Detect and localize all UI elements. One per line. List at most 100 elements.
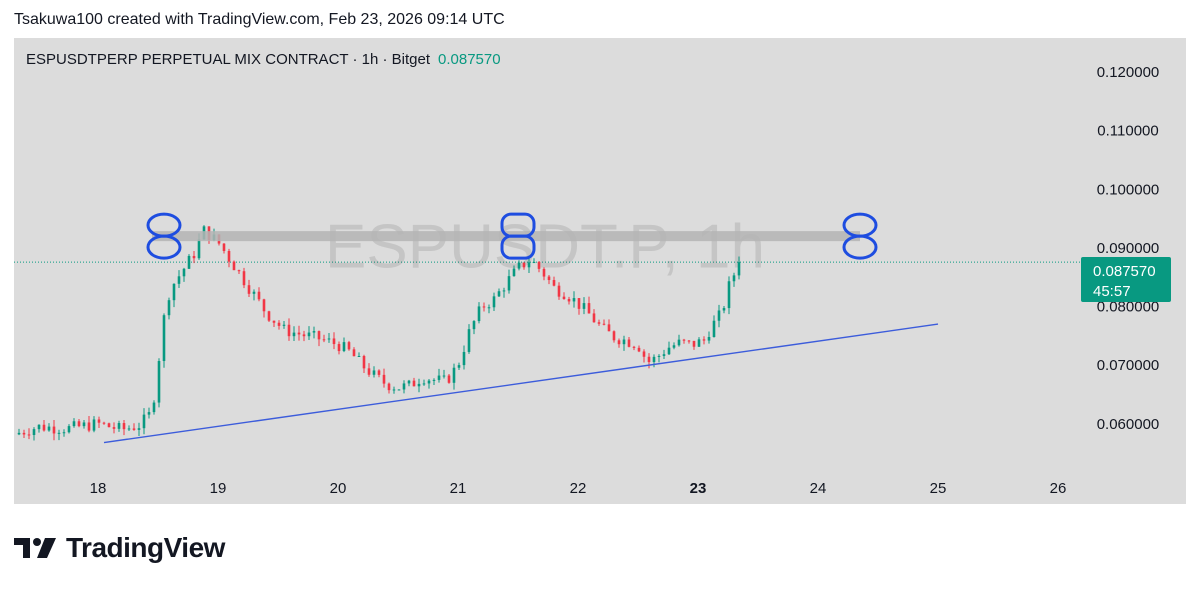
candle-body [642, 351, 646, 357]
last-price-badge: 0.087570 45:57 [1081, 257, 1171, 302]
candle-body [297, 332, 301, 335]
price-axis-tick-label: 0.110000 [1097, 123, 1158, 140]
candle-body [507, 276, 511, 291]
candle-body [487, 307, 491, 309]
candle-body [92, 419, 96, 431]
candle-body [687, 340, 691, 342]
candle-body [107, 423, 111, 428]
candle-body [102, 422, 106, 424]
candle-body [427, 380, 431, 384]
candle-body [477, 306, 481, 322]
title-last-price: 0.087570 [438, 51, 501, 68]
candle-body [287, 324, 291, 337]
candle-body [702, 339, 706, 341]
price-axis-tick-label: 0.090000 [1097, 240, 1160, 257]
symbol-description: ESPUSDTPERP PERPETUAL MIX CONTRACT · 1h … [26, 51, 430, 68]
candle-body [492, 296, 496, 308]
chart-title: ESPUSDTPERP PERPETUAL MIX CONTRACT · 1h … [26, 51, 501, 68]
candle-body [482, 306, 486, 308]
candle-body [162, 315, 166, 362]
candle-body [547, 276, 551, 281]
candle-body [112, 427, 116, 429]
candle-body [387, 383, 391, 391]
candle-body [682, 339, 686, 341]
candle-body [127, 428, 131, 430]
candle-body [37, 424, 41, 430]
candle-body [672, 345, 676, 348]
candle-body [317, 331, 321, 340]
candle-body [227, 250, 231, 262]
candle-body [562, 296, 566, 300]
candle-body [222, 243, 226, 251]
time-axis-tick-label: 20 [330, 480, 347, 497]
candle-body [167, 300, 171, 316]
candle-body [437, 375, 441, 380]
candle-body [322, 339, 326, 341]
candle-body [527, 262, 531, 268]
support-trendline [103, 323, 939, 444]
candle-body [447, 375, 451, 383]
candle-body [132, 428, 136, 430]
time-axis-tick-label: 19 [210, 480, 227, 497]
candle-body [737, 262, 741, 276]
candle-body [307, 332, 311, 337]
candle-body [42, 424, 46, 431]
candle-body [272, 320, 276, 323]
last-price-badge-price: 0.087570 [1093, 263, 1156, 280]
candle-body [712, 320, 716, 337]
candle-body [82, 422, 86, 427]
candle-body [697, 339, 701, 347]
marker-eight-bottom [146, 234, 182, 260]
candle-body [622, 339, 626, 345]
candle-body [592, 313, 596, 323]
candle-body [142, 414, 146, 429]
candle-body [72, 421, 76, 427]
candle-body [632, 346, 636, 348]
candle-body [137, 428, 141, 430]
candle-body [457, 365, 461, 368]
candle-body [362, 356, 366, 369]
candle-body [577, 298, 581, 309]
candle-body [602, 323, 606, 325]
candle-body [432, 379, 436, 381]
chart-panel [14, 38, 1186, 504]
candle-body [662, 354, 666, 356]
candle-body [247, 285, 251, 294]
candle-body [612, 331, 616, 341]
candle-body [442, 375, 446, 377]
candle-body [252, 291, 256, 294]
time-axis-tick-label: 18 [90, 480, 107, 497]
candle-body [382, 374, 386, 384]
marker-eight-bottom [500, 234, 536, 260]
candle-body [302, 334, 306, 337]
chart-credit: Tsakuwa100 created with TradingView.com,… [14, 11, 505, 28]
candle-body [197, 239, 201, 259]
time-axis-tick-label: 25 [930, 480, 947, 497]
candle-body [412, 380, 416, 387]
candle-body [512, 268, 516, 277]
time-axis[interactable]: 18 19 20 21 22 23 24 25 26 [90, 480, 1067, 497]
candle-body [597, 322, 601, 324]
candle-body [717, 310, 721, 321]
last-price-badge-countdown: 45:57 [1093, 283, 1131, 300]
brand: TradingView [14, 530, 225, 566]
candle-body [337, 344, 341, 352]
candle-body [587, 303, 591, 314]
candle-body [667, 347, 671, 355]
candle-body [727, 281, 731, 309]
candle-body [422, 383, 426, 385]
candle-body [187, 255, 191, 269]
candle-body [652, 356, 656, 363]
candle-body [117, 423, 121, 429]
candle-body [67, 426, 71, 433]
price-axis[interactable]: 0.120000 0.110000 0.100000 0.090000 0.080000… [1097, 64, 1160, 433]
candle-body [567, 299, 571, 302]
candle-body [377, 370, 381, 375]
candle-body [152, 402, 156, 413]
candle-body [147, 412, 151, 415]
price-axis-tick-label: 0.080000 [1097, 299, 1160, 316]
brand-name: TradingView [66, 532, 225, 563]
candle-body [707, 336, 711, 341]
candle-body [122, 423, 126, 430]
